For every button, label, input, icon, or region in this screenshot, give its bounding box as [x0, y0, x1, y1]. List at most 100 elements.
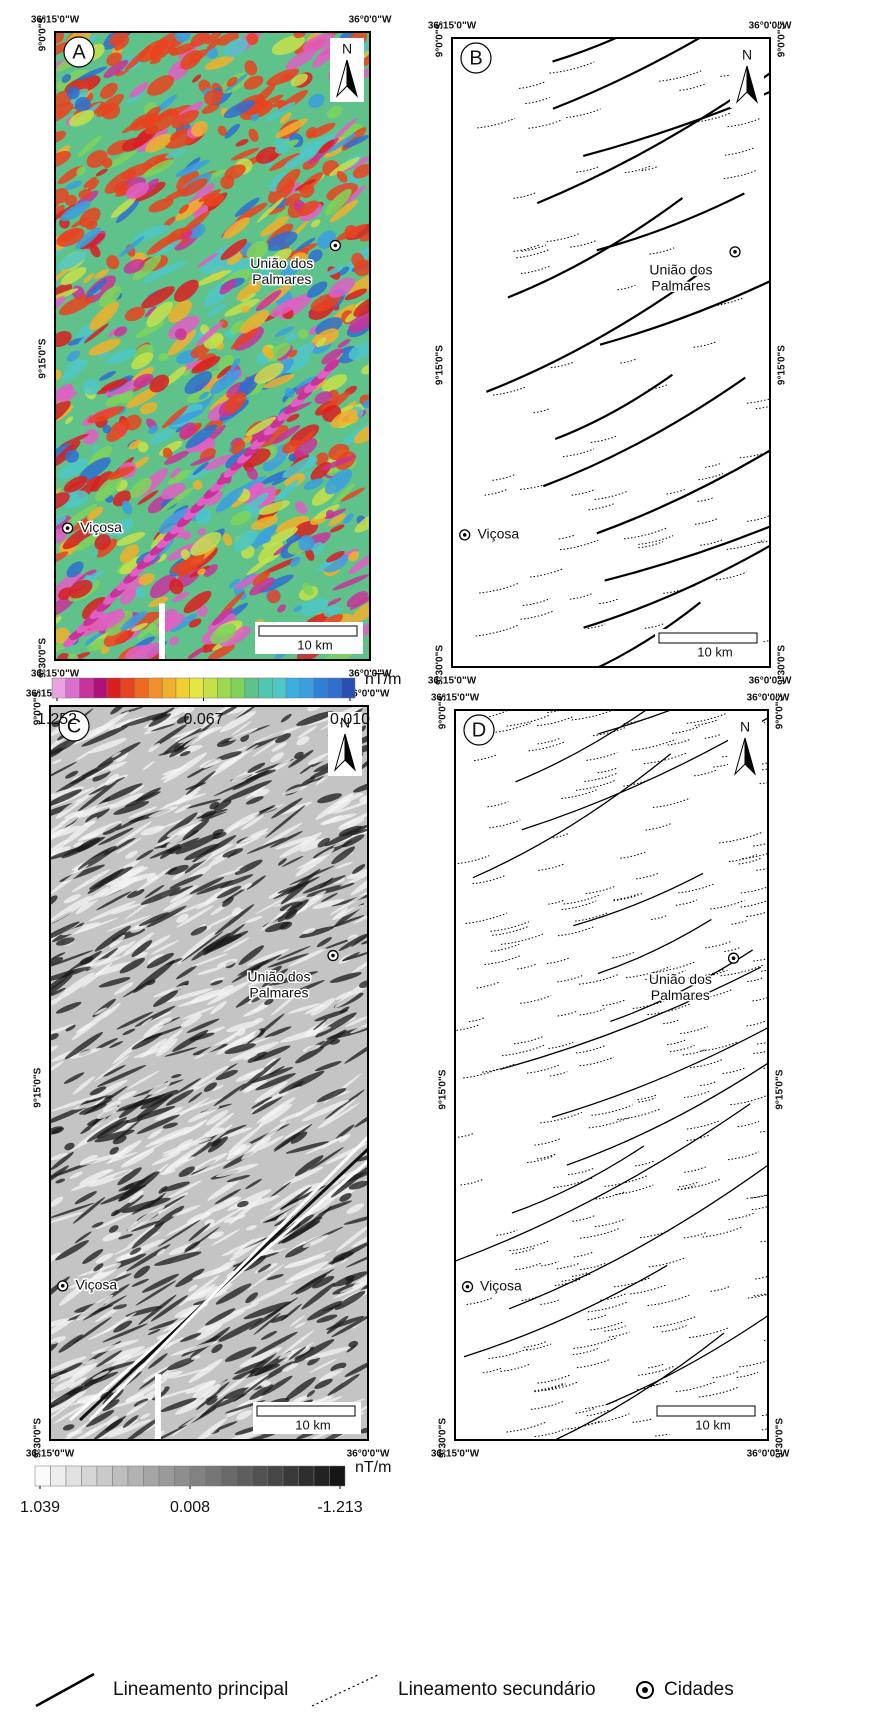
longitude-label: 36°0'0"W: [347, 1449, 390, 1460]
colorbar-cell: [217, 678, 231, 698]
colorbar-cell: [314, 1466, 330, 1486]
latitude-label: 9°15'0"S: [435, 345, 446, 385]
colorbar-cell: [231, 678, 245, 698]
colorbar-cell: [107, 678, 121, 698]
colorbar-label: 0.010: [330, 711, 370, 728]
map-background: [452, 38, 770, 667]
colorbar-cell: [135, 678, 149, 698]
scale-bar: [257, 1406, 355, 1416]
legend-city-dot: [642, 1687, 648, 1693]
colorbar-cell: [283, 1466, 299, 1486]
colorbar-cell: [299, 1466, 315, 1486]
colorbar-cell: [272, 678, 286, 698]
north-label: N: [740, 719, 750, 735]
colorbar-cell: [314, 678, 328, 698]
colorbar-cell: [113, 1466, 129, 1486]
colorbar-cell: [128, 1466, 144, 1486]
panel-label: D: [472, 719, 486, 741]
colorbar-cell: [162, 678, 176, 698]
city-name: Viçosa: [477, 526, 519, 542]
latitude-label: 9°30'0"S: [775, 1418, 786, 1458]
scale-label: 10 km: [697, 644, 732, 659]
latitude-label: 9°30'0"S: [438, 1418, 449, 1458]
latitude-label: 9°0'0"S: [775, 694, 786, 729]
longitude-label: 36°0'0"W: [349, 15, 392, 26]
city-marker-dot: [334, 244, 338, 248]
colorbar-cell: [121, 678, 135, 698]
colorbar-cell: [66, 1466, 82, 1486]
city-name: Viçosa: [80, 519, 122, 535]
colorbar-label: 0.008: [170, 1499, 210, 1516]
colorbar-cell: [51, 1466, 67, 1486]
colorbar-cell: [190, 1466, 206, 1486]
colorbar-cell: [300, 678, 314, 698]
city-marker-dot: [66, 526, 70, 530]
colorbar-cell: [252, 1466, 268, 1486]
city-name: Viçosa: [480, 1277, 522, 1293]
map-body: [452, 0, 867, 675]
colorbar-label: -1.213: [317, 1499, 362, 1516]
panel-label: A: [72, 41, 86, 63]
colorbar-label: 0.067: [183, 711, 223, 728]
city-marker-dot: [466, 1285, 470, 1289]
city-name: Palmares: [252, 271, 311, 287]
city-name: Palmares: [651, 987, 710, 1003]
colorbar-label: 1.039: [20, 1499, 60, 1516]
map-body: [28, 697, 393, 1450]
scale-label: 10 km: [695, 1417, 730, 1432]
city-marker-dot: [331, 954, 335, 958]
map-panel: 36°15'0"W36°15'0"W36°0'0"W36°0'0"W9°0'0"…: [31, 15, 392, 680]
latitude-label: 9°30'0"S: [38, 638, 49, 678]
city-name: União dos: [649, 261, 712, 277]
colorbar-cell: [206, 1466, 222, 1486]
colorbar-cell: [159, 1466, 175, 1486]
map-panel: 36°15'0"W36°15'0"W36°0'0"W36°0'0"W9°0'0"…: [428, 0, 867, 687]
latitude-label: 9°15'0"S: [775, 1069, 786, 1109]
north-label: N: [742, 47, 752, 63]
map-body: [455, 645, 832, 1453]
latitude-label: 9°0'0"S: [435, 22, 446, 57]
north-label: N: [342, 41, 352, 57]
scale-bar: [659, 633, 757, 643]
city-marker-dot: [733, 250, 737, 254]
scale-label: 10 km: [295, 1417, 330, 1432]
colorbar-cell: [190, 678, 204, 698]
latitude-label: 9°0'0"S: [438, 694, 449, 729]
colorbar-cell: [97, 1466, 113, 1486]
latitude-label: 9°0'0"S: [38, 16, 49, 51]
artifact: [155, 1374, 161, 1440]
colorbar-cell: [341, 678, 355, 698]
colorbar-cell: [237, 1466, 253, 1486]
colorbar-cell: [330, 1466, 346, 1486]
city-marker-dot: [732, 956, 736, 960]
artifact: [159, 603, 165, 660]
panel-label: B: [469, 47, 482, 69]
colorbar-cell: [176, 678, 190, 698]
colorbar-cell: [52, 678, 66, 698]
colorbar-cell: [221, 1466, 237, 1486]
latitude-label: 9°15'0"S: [777, 345, 788, 385]
colorbar-cell: [93, 678, 107, 698]
colorbar-cell: [175, 1466, 191, 1486]
colorbar-cell: [144, 1466, 160, 1486]
legend-label: Lineamento secundário: [398, 1679, 596, 1700]
city-name: Palmares: [249, 984, 308, 1000]
latitude-label: 9°15'0"S: [33, 1067, 44, 1107]
city-name: União dos: [250, 255, 313, 271]
city-name: União dos: [247, 968, 310, 984]
legend-label: Cidades: [664, 1679, 734, 1700]
city-name: União dos: [649, 971, 712, 987]
colorbar-cell: [66, 678, 80, 698]
colorbar-cell: [245, 678, 259, 698]
scale-label: 10 km: [297, 637, 332, 652]
scale-bar: [259, 626, 357, 636]
latitude-label: 9°30'0"S: [33, 1418, 44, 1458]
colorbar-cell: [204, 678, 218, 698]
legend-main-symbol: [36, 1674, 94, 1706]
latitude-label: 9°15'0"S: [38, 338, 49, 378]
colorbar-cell: [80, 678, 94, 698]
secondary-lineament: [764, 1059, 802, 1068]
city-marker-dot: [61, 1284, 65, 1288]
colorbar-cell: [82, 1466, 98, 1486]
legend-secondary-symbol: [312, 1674, 380, 1706]
